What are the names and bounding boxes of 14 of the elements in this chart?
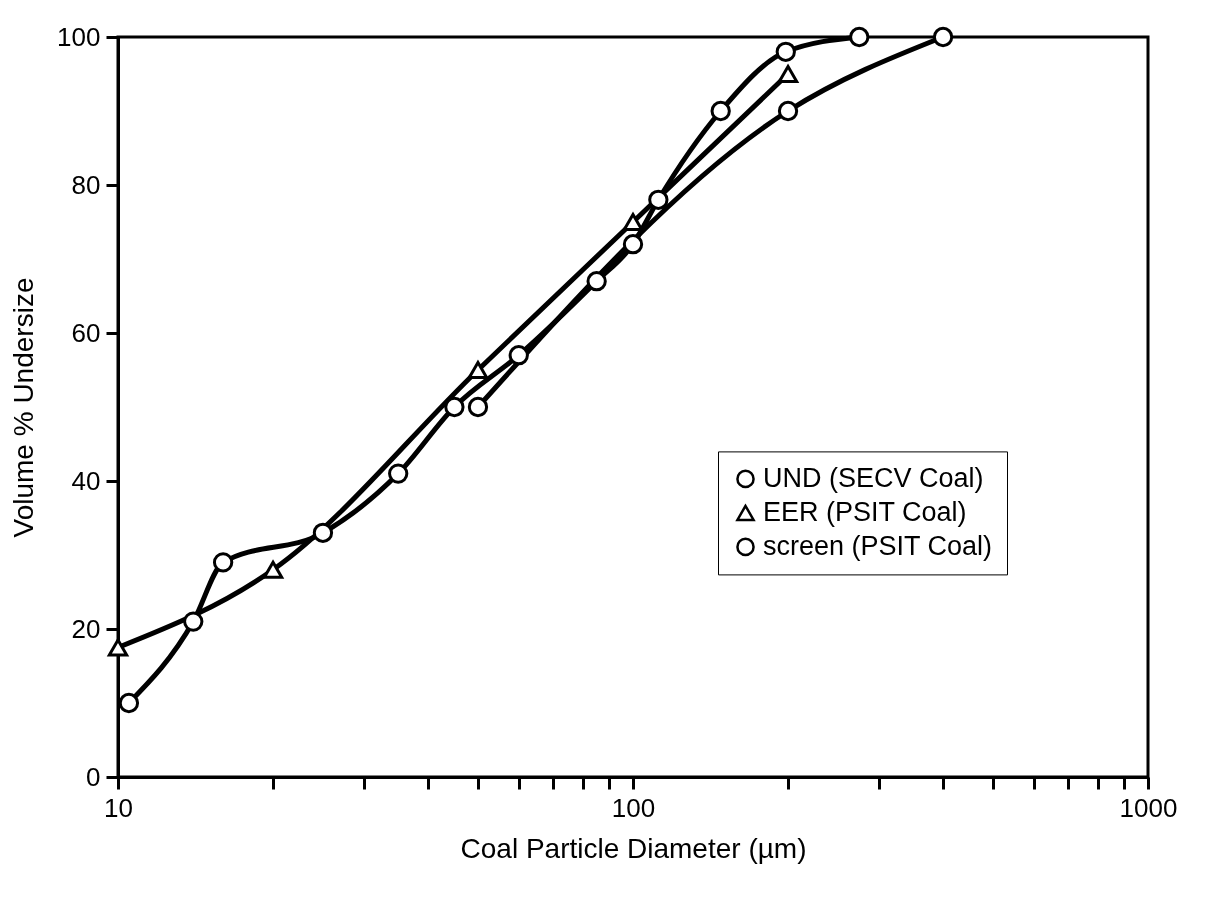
legend-label: screen (PSIT Coal) <box>763 530 993 561</box>
legend-label: UND (SECV Coal) <box>763 462 984 493</box>
y-axis-title: Volume % Undersize <box>8 277 40 538</box>
y-tick-label: 100 <box>57 21 101 52</box>
y-tick-label: 0 <box>86 761 101 792</box>
x-axis-title: Coal Particle Diameter (µm) <box>460 832 807 864</box>
legend-label: EER (PSIT Coal) <box>763 496 967 527</box>
y-tick-label: 40 <box>71 465 101 496</box>
x-tick-label: 100 <box>611 792 656 823</box>
y-tick-label: 80 <box>71 169 101 200</box>
y-tick-label: 60 <box>71 317 101 348</box>
x-tick-label: 1000 <box>1119 792 1178 823</box>
x-tick-label: 10 <box>104 792 133 823</box>
y-tick-label: 20 <box>71 613 101 644</box>
